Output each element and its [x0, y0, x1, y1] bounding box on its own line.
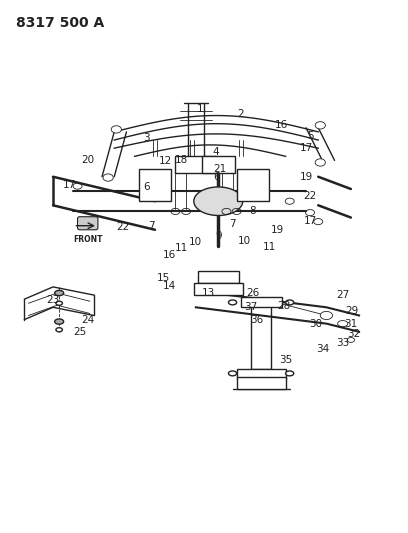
Text: 13: 13 — [202, 288, 215, 298]
Bar — [198, 271, 239, 283]
Ellipse shape — [315, 159, 326, 166]
Text: 18: 18 — [175, 156, 188, 165]
Text: 27: 27 — [336, 290, 349, 300]
Text: 11: 11 — [263, 242, 276, 252]
Ellipse shape — [56, 328, 62, 332]
Text: 23: 23 — [47, 295, 60, 305]
Bar — [237, 377, 286, 389]
Bar — [202, 156, 235, 173]
Text: 15: 15 — [157, 273, 170, 283]
Text: 6: 6 — [213, 172, 220, 182]
Text: 10: 10 — [238, 236, 251, 246]
Text: 7: 7 — [148, 221, 154, 231]
Ellipse shape — [315, 122, 326, 129]
Text: 30: 30 — [310, 319, 323, 329]
Bar — [139, 168, 171, 201]
Text: 21: 21 — [214, 164, 227, 174]
Text: 8: 8 — [250, 206, 256, 216]
Ellipse shape — [320, 311, 333, 320]
Text: 35: 35 — [279, 356, 292, 365]
Text: 17: 17 — [299, 143, 313, 153]
Text: 36: 36 — [251, 316, 264, 325]
Text: 10: 10 — [189, 237, 202, 247]
Text: FRONT: FRONT — [73, 235, 102, 244]
Text: 22: 22 — [304, 191, 317, 201]
Ellipse shape — [286, 300, 294, 305]
Bar — [194, 283, 243, 295]
Text: 16: 16 — [163, 250, 176, 260]
Ellipse shape — [111, 126, 122, 133]
Ellipse shape — [194, 187, 243, 215]
Text: 17: 17 — [63, 180, 76, 190]
Bar — [237, 168, 269, 201]
Ellipse shape — [228, 371, 237, 376]
Text: 16: 16 — [275, 119, 288, 130]
Text: 20: 20 — [81, 156, 94, 165]
Text: 7: 7 — [229, 219, 236, 229]
Text: 17: 17 — [304, 216, 317, 226]
Ellipse shape — [55, 290, 64, 296]
Text: 9: 9 — [215, 231, 222, 241]
Text: 6: 6 — [144, 182, 150, 192]
Text: 1: 1 — [197, 104, 203, 115]
Text: 25: 25 — [73, 327, 86, 337]
Text: 34: 34 — [316, 344, 329, 354]
Ellipse shape — [286, 371, 294, 376]
Text: 28: 28 — [277, 301, 290, 311]
Text: 31: 31 — [344, 319, 357, 329]
Bar — [175, 156, 216, 173]
Ellipse shape — [103, 174, 113, 181]
Text: 24: 24 — [81, 314, 94, 325]
Text: 14: 14 — [163, 281, 176, 290]
Text: 22: 22 — [116, 222, 129, 232]
Text: 37: 37 — [244, 302, 257, 312]
FancyBboxPatch shape — [78, 217, 98, 230]
Bar — [237, 368, 286, 379]
Text: 19: 19 — [299, 172, 313, 182]
Text: 8317 500 A: 8317 500 A — [16, 16, 104, 30]
Text: 33: 33 — [336, 338, 349, 348]
Bar — [241, 297, 282, 308]
Text: 2: 2 — [237, 109, 244, 118]
Text: 26: 26 — [246, 288, 259, 298]
Text: 29: 29 — [345, 306, 358, 317]
Ellipse shape — [55, 319, 64, 324]
Text: 5: 5 — [307, 131, 313, 141]
Ellipse shape — [56, 301, 62, 305]
Ellipse shape — [228, 300, 237, 305]
Text: 3: 3 — [144, 133, 150, 143]
Text: 11: 11 — [175, 243, 188, 253]
Text: 4: 4 — [213, 147, 220, 157]
Text: 32: 32 — [348, 329, 361, 339]
Text: 12: 12 — [159, 156, 172, 166]
Text: 19: 19 — [271, 225, 284, 235]
